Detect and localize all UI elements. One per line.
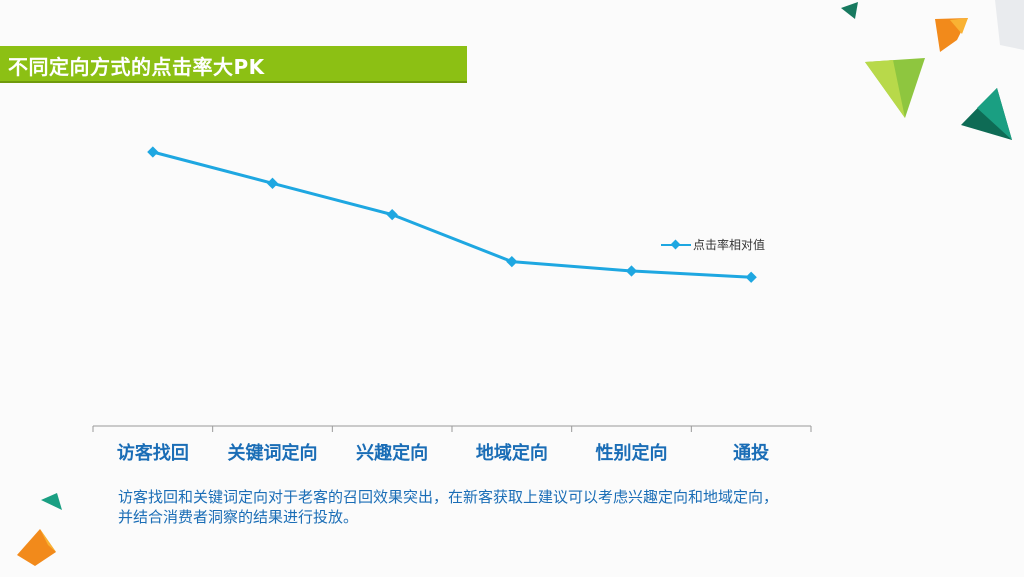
deco-triangle-orange-light (950, 18, 968, 34)
slide-title: 不同定向方式的点击率大PK (8, 55, 265, 79)
x-tick-label: 性别定向 (595, 443, 668, 464)
data-point (266, 177, 279, 189)
slide-note: 访客找回和关键词定向对于老客的召回效果突出，在新客获取上建议可以考虑兴趣定向和地… (118, 488, 779, 526)
series-line (152, 150, 752, 279)
data-point (386, 208, 398, 221)
deco-triangle-grey (995, 0, 1024, 50)
data-point (506, 255, 518, 268)
x-tick-label: 地域定向 (475, 443, 548, 464)
chart-legend: 点击率相对值 (661, 236, 765, 253)
deco-triangle-orange-bottom-light (40, 529, 56, 552)
deco-triangle-teal-bottom (41, 493, 62, 510)
data-point (745, 271, 757, 283)
deco-triangle-green-light (865, 60, 905, 118)
x-tick-label: 通投 (733, 443, 770, 464)
x-tick-label: 关键词定向 (227, 443, 318, 464)
deco-triangle-teal-small (841, 2, 858, 19)
title-banner: 不同定向方式的点击率大PK (0, 46, 467, 83)
x-tick-label: 兴趣定向 (356, 443, 429, 464)
x-tick-label: 访客找回 (116, 443, 189, 464)
deco-triangle-teal-light (977, 88, 1012, 140)
legend-marker (661, 243, 691, 246)
legend-label: 点击率相对值 (693, 238, 766, 252)
data-point (625, 265, 638, 277)
data-point (147, 146, 159, 158)
